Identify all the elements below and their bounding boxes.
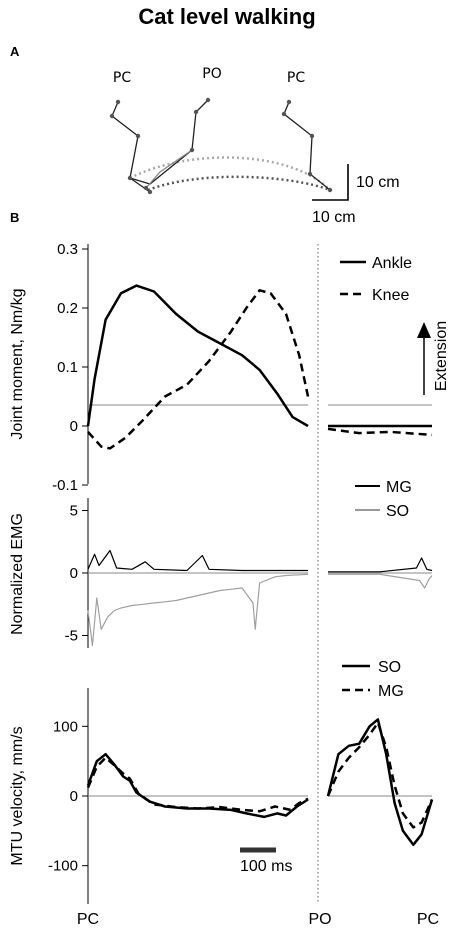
legend-mg: MG <box>386 479 412 496</box>
series-knee-swing <box>327 427 433 437</box>
y-tick-label: -5 <box>65 628 78 645</box>
event-label-pc-right: PC <box>417 911 439 928</box>
y-axis-label: Normalized EMG <box>9 513 26 635</box>
y-tick-label: 0 <box>70 418 78 435</box>
chart-mtu-velocity: 100 0 -100 MTU velocity, mm/s SO MG 100 ms <box>9 659 434 904</box>
limb-pc-right <box>283 101 331 191</box>
event-label-pc-left: PC <box>77 911 99 928</box>
series-so-swing <box>326 718 434 847</box>
series-mg-stance <box>87 549 308 572</box>
y-axis-label: Joint moment, Nm/kg <box>9 288 26 439</box>
scale-label-horizontal: 10 cm <box>312 209 356 226</box>
limb-po-gray <box>145 149 193 189</box>
legend-so: SO <box>386 503 409 520</box>
y-tick-label: 100 <box>53 718 78 735</box>
series-mg-swing <box>326 721 434 829</box>
extension-label: Extension <box>433 321 450 391</box>
stick-figure: PC PO PC 10 cm 10 cm <box>109 66 400 226</box>
series-knee-stance <box>87 289 310 450</box>
extension-arrow-head <box>417 322 431 338</box>
series-ankle-stance <box>86 284 309 428</box>
y-tick-label: 0 <box>70 565 78 582</box>
length-scale-bar <box>312 164 349 201</box>
series-mg-stance <box>86 756 309 813</box>
stick-label-pc-left: PC <box>113 70 131 86</box>
stick-label-pc-right: PC <box>287 70 305 86</box>
legend-mg: MG <box>378 683 404 700</box>
panel-a-label: A <box>10 44 20 59</box>
y-tick-label: 0.3 <box>57 241 78 258</box>
scale-label-vertical: 10 cm <box>356 174 400 191</box>
chart-joint-moment: 0.3 0.2 0.1 0 -0.1 Joint moment, Nm/kg Ankle… <box>9 241 450 494</box>
series-so-stance <box>87 573 309 647</box>
y-tick-label: -0.1 <box>52 477 78 494</box>
time-scale-label: 100 ms <box>240 858 292 875</box>
panel-b-label: B <box>10 210 19 225</box>
chart-emg: 5 0 -5 Normalized EMG MG SO <box>9 479 433 648</box>
legend-so: SO <box>378 659 401 676</box>
legend-ankle: Ankle <box>372 255 412 272</box>
stick-label-po: PO <box>202 66 221 82</box>
toe-trajectory-lower <box>147 175 331 192</box>
y-tick-label: -100 <box>48 858 78 875</box>
y-tick-label: 0.2 <box>57 300 78 317</box>
legend-knee: Knee <box>372 287 409 304</box>
event-label-po: PO <box>308 911 331 928</box>
y-tick-label: 0.1 <box>57 359 78 376</box>
y-tick-label: 0 <box>70 788 78 805</box>
toe-trajectory-upper <box>129 156 331 191</box>
figure-title: Cat level walking <box>138 4 315 29</box>
series-mg-swing <box>328 557 433 573</box>
y-axis-label: MTU velocity, mm/s <box>9 726 26 865</box>
y-tick-label: 5 <box>70 503 78 520</box>
series-so-swing <box>328 573 433 589</box>
